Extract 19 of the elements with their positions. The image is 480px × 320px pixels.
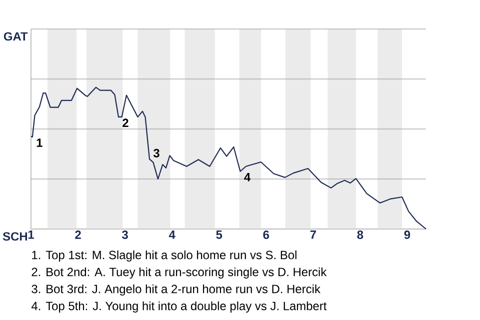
ref-line-label: GAT (4, 32, 28, 41)
annotation: 4 (244, 173, 251, 182)
x-tick-label: 6 (263, 230, 270, 239)
ref-line-label: SCH (2, 232, 28, 241)
x-tick-label: 8 (357, 230, 364, 239)
x-tick-label: 5 (216, 230, 222, 239)
x-tick-label: 4 (168, 230, 176, 239)
x-tick-label: 3 (122, 230, 128, 240)
annotation: 3 (153, 148, 160, 158)
text: 3. Bot 3rd: J. Angelo hit a 2-run home run vs D. Hercik (32, 284, 320, 296)
x-tick-label: 7 (310, 230, 316, 239)
x-tick-label: 1 (28, 230, 34, 239)
text: 4. Top 5th: J. Young hit into a double play vs J. Lambert (31, 301, 327, 313)
x-tick-label: 9 (404, 230, 410, 239)
x-tick-label: 2 (75, 230, 81, 239)
text: 2. Bot 2nd: A. Tuey hit a run-scoring single vs D. Hercik (32, 267, 327, 279)
annotation: 1 (36, 138, 42, 147)
text: 1. Top 1st: M. Slagle hit a solo home run vs S. Bol (32, 250, 296, 262)
annotation: 2 (122, 118, 128, 128)
